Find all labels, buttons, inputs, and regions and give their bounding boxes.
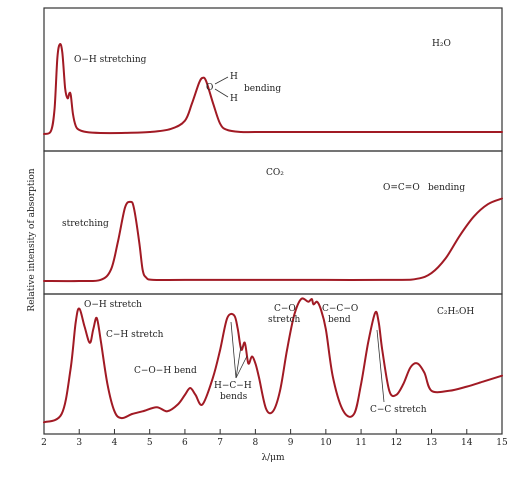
x-tick-label: 14 [461,438,473,448]
x-tick-label: 3 [76,438,82,448]
x-tick-label: 2 [41,438,47,448]
water-bond-line-1 [214,76,229,85]
annotation-oh-stretching: O−H stretching [74,55,147,65]
y-axis-title: Relative intensity of absorption [27,168,37,311]
x-tick-label: 12 [391,438,402,448]
annotation-hch: H−C−H [214,381,252,391]
water-structure-h2: H [230,94,238,104]
annotation-cc-stretch: C−C stretch [370,405,427,415]
x-tick-label: 11 [355,438,366,448]
annotation-ch-stretch: C−H stretch [106,330,164,340]
annotation-cco-bottom: bend [328,315,351,325]
x-tick-label: 4 [112,438,118,448]
x-tick-label: 9 [288,438,294,448]
annotation-co2-stretching: stretching [62,219,109,229]
annotation-oh-stretch: O−H stretch [84,300,142,310]
annotation-h2o-bending: bending [244,84,281,94]
annotation-cco-top: C−C−O [322,304,358,314]
x-axis-ticks: 2 3 4 5 6 7 8 9 10 11 12 13 14 15 [41,429,508,448]
x-tick-label: 6 [182,438,188,448]
x-tick-label: 7 [217,438,223,448]
x-tick-label: 8 [253,438,259,448]
panel-ethanol-frame [43,293,503,435]
ethanol-absorption-curve [43,297,503,424]
x-axis-title: λ/μm [261,453,285,463]
water-structure-h1: H [230,72,238,82]
annotation-coh-bend: C−O−H bend [134,366,197,376]
pointer-hch-3 [235,355,248,379]
annotation-bends: bends [220,392,248,402]
x-tick-label: 10 [320,438,332,448]
annotation-co2-bending: bending [428,183,465,193]
annotation-o-c-o: O=C=O [383,183,420,193]
h2o-absorption-curve [43,43,503,135]
x-tick-label: 15 [496,438,508,448]
water-bond-line-2 [214,88,229,98]
molecule-label-co2: CO₂ [266,168,284,178]
pointer-hch-2 [235,345,242,379]
annotation-co-bottom: stretch [268,315,301,325]
water-structure-o: O [206,83,213,93]
pointer-cc [376,329,385,403]
molecule-label-h2o: H₂O [432,39,451,49]
panel-h2o-frame [43,7,503,152]
pointer-hch-1 [230,321,237,379]
x-tick-label: 13 [426,438,438,448]
x-tick-label: 5 [147,438,153,448]
co2-absorption-curve [43,197,503,283]
annotation-co-top: C−O [274,304,296,314]
molecule-label-ethanol: C₂H₅OH [437,307,474,317]
